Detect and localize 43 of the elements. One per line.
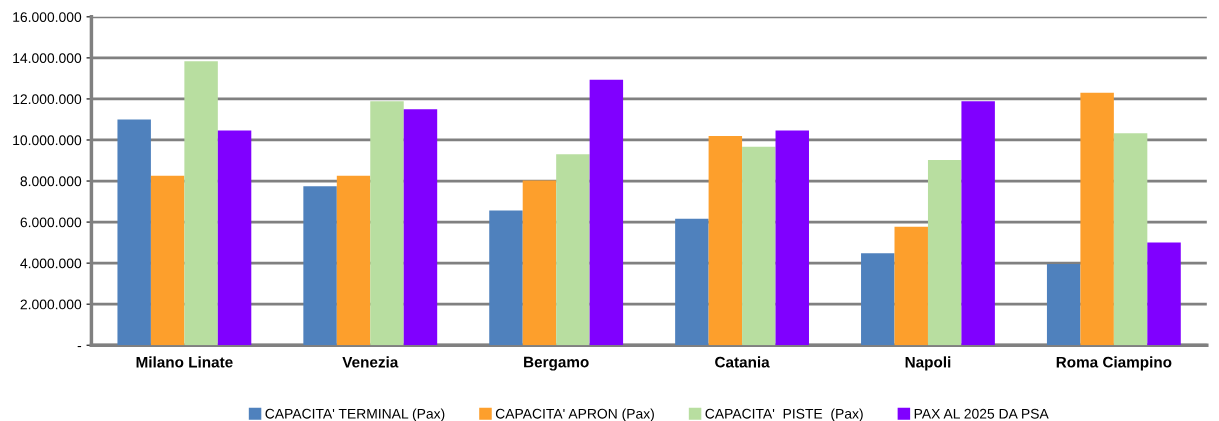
bar (303, 186, 337, 346)
bar (589, 79, 624, 346)
bar (556, 154, 590, 346)
x-tick-label: Milano Linate (136, 356, 233, 368)
y-tick-label: 8.000.000 (20, 176, 82, 187)
bar (117, 119, 151, 346)
bar (961, 101, 995, 346)
bar (1080, 92, 1114, 346)
bar (489, 210, 523, 346)
y-tick-label: 16.000.000 (13, 12, 82, 23)
bar (184, 61, 218, 346)
bar (336, 175, 371, 346)
bar (775, 130, 809, 346)
bar (1046, 263, 1081, 346)
bar (1147, 242, 1181, 346)
bar (150, 175, 185, 346)
x-tick-label: Venezia (342, 356, 399, 368)
bar (742, 146, 776, 346)
x-tick-label: Roma Ciampino (1056, 356, 1172, 371)
legend-label: CAPACITA' APRON (Pax) (495, 408, 654, 421)
y-tick-label: 6.000.000 (20, 217, 82, 228)
bar (894, 226, 928, 346)
bar (861, 253, 895, 346)
legend-label: PAX AL 2025 DA PSA (914, 408, 1049, 419)
y-tick-label: 10.000.000 (13, 135, 82, 146)
legend-label: CAPACITA' TERMINAL (Pax) (265, 408, 445, 421)
x-tick-label: Napoli (905, 356, 951, 371)
y-tick-label: - (77, 346, 82, 348)
bar (217, 130, 252, 346)
bar (675, 218, 709, 346)
bar (370, 101, 404, 346)
x-tick-label: Catania (715, 356, 770, 368)
bar (708, 136, 743, 346)
bar (927, 159, 962, 346)
bar (522, 180, 557, 346)
bar (1113, 133, 1148, 346)
legend-label: CAPACITA' PISTE (Pax) (705, 408, 863, 421)
y-tick-label: 2.000.000 (20, 299, 82, 310)
bar (403, 109, 438, 346)
y-tick-label: 4.000.000 (20, 258, 82, 269)
x-tick-label: Bergamo (524, 356, 589, 371)
y-tick-label: 12.000.000 (13, 94, 82, 105)
y-tick-label: 14.000.000 (13, 53, 82, 64)
